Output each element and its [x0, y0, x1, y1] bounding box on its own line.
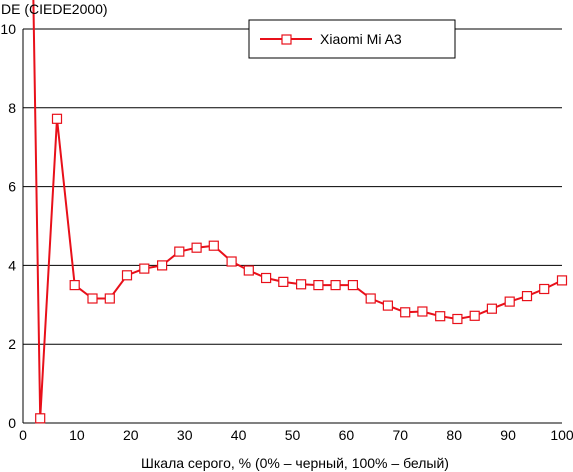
y-tick-labels: 0 2 4 6 8 10 — [0, 21, 16, 431]
y-tick-label-6: 6 — [8, 179, 16, 195]
data-point — [191, 242, 202, 253]
y-tick-label-8: 8 — [8, 100, 16, 116]
data-point — [556, 275, 568, 286]
data-point — [121, 270, 133, 281]
x-tick-label-40: 40 — [231, 427, 247, 443]
data-point — [157, 260, 168, 271]
data-point — [139, 263, 150, 274]
x-tick-labels: 0 10 20 30 40 50 60 70 80 90 100 — [19, 427, 573, 443]
data-point — [400, 307, 411, 318]
data-point — [51, 113, 63, 124]
data-point — [435, 311, 446, 322]
data-point — [104, 293, 115, 304]
x-axis-label: Шкала серого, % (0% – черный, 100% – бел… — [141, 455, 449, 471]
data-point — [521, 291, 533, 302]
y-tick-label-2: 2 — [8, 336, 16, 352]
data-point — [452, 313, 463, 325]
data-point — [87, 293, 98, 304]
x-tick-label-80: 80 — [446, 427, 462, 443]
x-tick-label-30: 30 — [177, 427, 193, 443]
legend-box — [248, 19, 456, 59]
data-point — [504, 296, 515, 307]
data-point — [174, 246, 185, 257]
legend: Xiaomi Mi A3 — [248, 19, 456, 59]
data-point — [208, 240, 219, 251]
series-line — [32, 0, 563, 420]
series-0 — [32, 0, 568, 424]
data-point — [69, 280, 80, 291]
data-point — [226, 256, 237, 267]
y-tick-label-4: 4 — [8, 257, 16, 273]
data-point — [278, 276, 289, 287]
y-axis-label: DE (CIEDE2000) — [1, 1, 108, 17]
legend-marker-swatch — [281, 34, 292, 45]
data-point — [347, 280, 358, 291]
data-point — [261, 272, 272, 284]
x-tick-label-70: 70 — [393, 427, 409, 443]
data-point — [313, 280, 324, 291]
x-tick-label-60: 60 — [339, 427, 355, 443]
data-point — [296, 279, 307, 290]
data-point — [539, 283, 550, 295]
series-layer — [32, 0, 568, 424]
x-tick-label-20: 20 — [123, 427, 139, 443]
legend-label: Xiaomi Mi A3 — [320, 31, 402, 47]
x-tick-label-100: 100 — [550, 427, 573, 443]
data-point — [365, 293, 376, 304]
x-tick-label-10: 10 — [69, 427, 85, 443]
x-tick-label-0: 0 — [19, 427, 27, 443]
data-point — [330, 280, 341, 291]
axes — [22, 29, 562, 424]
data-point — [469, 310, 480, 321]
x-tick-label-90: 90 — [500, 427, 516, 443]
grid-lines — [23, 28, 562, 345]
data-point — [243, 265, 254, 276]
y-tick-label-0: 0 — [8, 415, 16, 431]
data-point — [486, 303, 497, 314]
data-point — [35, 413, 46, 424]
x-tick-label-50: 50 — [285, 427, 301, 443]
y-tick-label-10: 10 — [0, 21, 16, 37]
data-point — [382, 300, 393, 311]
data-point — [417, 306, 428, 317]
